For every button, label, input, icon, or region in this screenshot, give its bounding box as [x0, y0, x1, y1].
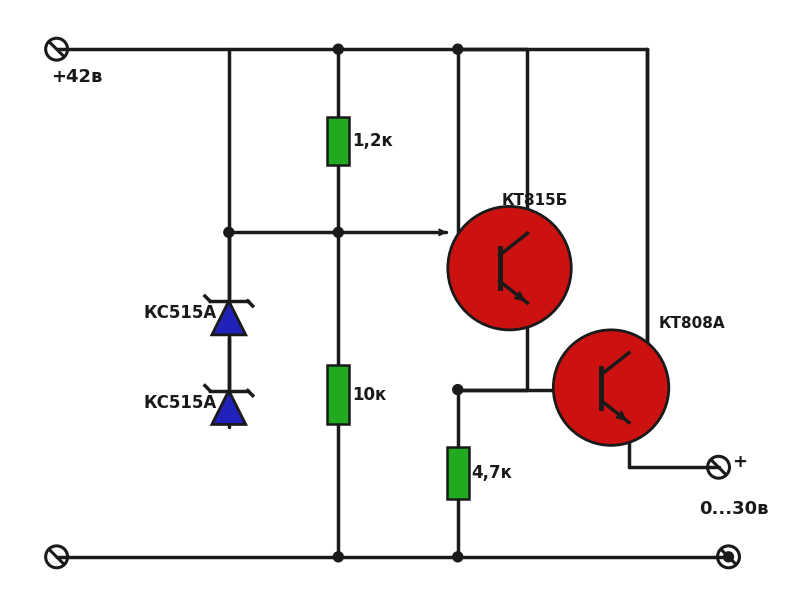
Bar	[328, 117, 349, 164]
Text: КТ808А: КТ808А	[659, 316, 726, 331]
Circle shape	[333, 44, 343, 54]
Text: 0...30в: 0...30в	[699, 500, 769, 518]
Circle shape	[224, 228, 234, 237]
Circle shape	[723, 552, 734, 562]
Text: КТ815Б: КТ815Б	[502, 192, 568, 208]
Text: 10к: 10к	[352, 385, 387, 404]
Bar	[328, 365, 349, 424]
Circle shape	[448, 206, 571, 330]
Text: 1,2к: 1,2к	[352, 132, 393, 150]
Text: 4,7к: 4,7к	[472, 464, 513, 482]
Text: КС515А: КС515А	[144, 304, 217, 322]
Circle shape	[453, 44, 463, 54]
Circle shape	[453, 385, 463, 395]
Circle shape	[333, 228, 343, 237]
Circle shape	[553, 330, 669, 446]
Text: КС515А: КС515А	[144, 393, 217, 412]
Text: +: +	[732, 453, 748, 471]
Circle shape	[333, 552, 343, 562]
Polygon shape	[212, 301, 246, 335]
Text: +42в: +42в	[52, 68, 103, 86]
Bar	[447, 447, 468, 499]
Polygon shape	[212, 390, 246, 424]
Circle shape	[453, 552, 463, 562]
